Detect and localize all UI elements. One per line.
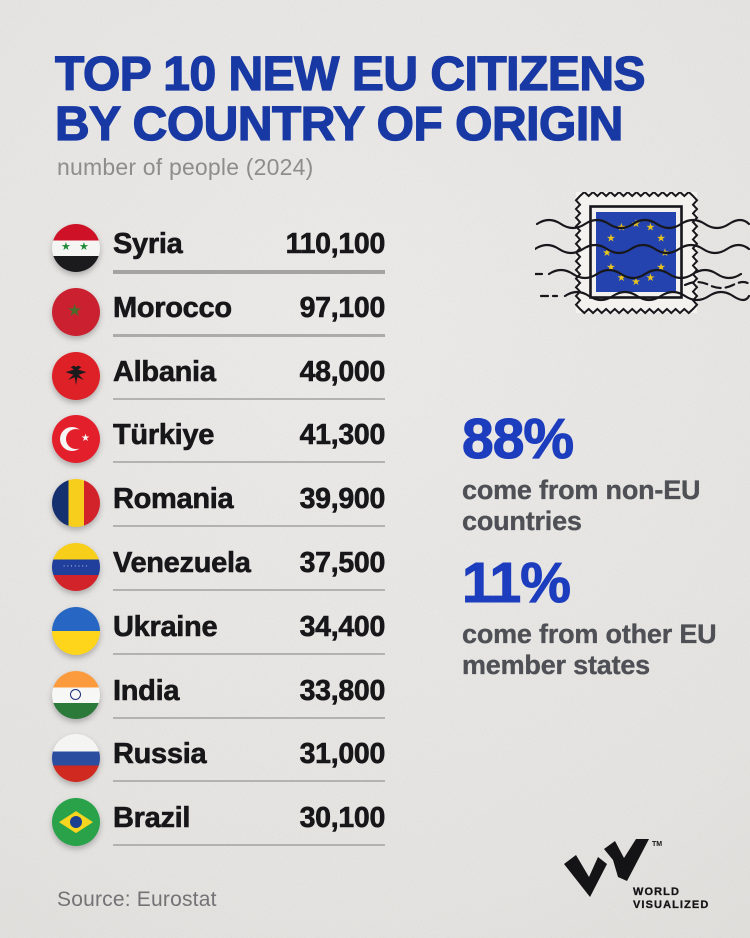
country-name: Morocco bbox=[113, 291, 233, 324]
country-value: 30,100 bbox=[299, 802, 385, 835]
row-divider bbox=[113, 652, 385, 655]
flag-ukraine-icon bbox=[52, 606, 100, 655]
country-value: 33,800 bbox=[299, 674, 385, 707]
logo-word-2: VISUALIZED bbox=[633, 899, 710, 911]
list-item-russia: Russia 31,000 bbox=[52, 732, 386, 796]
source-text: Source: Eurostat bbox=[57, 888, 217, 911]
country-value: 34,400 bbox=[299, 610, 385, 643]
row-divider bbox=[113, 397, 385, 400]
postmark-dashes bbox=[535, 272, 559, 298]
row-divider bbox=[113, 588, 385, 591]
list-item-morocco: ★ Morocco 97,100 bbox=[52, 286, 386, 350]
country-value: 39,900 bbox=[299, 483, 385, 516]
row-divider bbox=[113, 333, 385, 337]
flag-turkiye-icon: ★ bbox=[52, 415, 100, 464]
country-name: Russia bbox=[113, 738, 207, 771]
country-value: 110,100 bbox=[285, 228, 385, 261]
stat-description: come from other EU member states bbox=[462, 619, 717, 680]
country-name: India bbox=[113, 674, 180, 707]
flag-venezuela-icon: ∙∙∙∙∙∙∙ bbox=[52, 542, 100, 591]
flag-syria-icon: ★ ★ bbox=[52, 224, 100, 272]
row-divider bbox=[113, 461, 385, 464]
country-name: Ukraine bbox=[113, 610, 218, 643]
country-value: 97,100 bbox=[299, 291, 385, 324]
row-divider bbox=[113, 716, 385, 719]
list-item-ukraine: Ukraine 34,400 bbox=[52, 605, 386, 669]
title-line-1: TOP 10 NEW EU CITIZENS bbox=[54, 48, 646, 101]
trademark-symbol: TM bbox=[652, 841, 662, 848]
country-name: Syria bbox=[113, 228, 183, 261]
list-item-turkiye: ★ Türkiye 41,300 bbox=[52, 413, 386, 477]
row-divider bbox=[113, 780, 385, 783]
flag-morocco-icon: ★ bbox=[52, 287, 100, 336]
svg-text:★: ★ bbox=[646, 222, 655, 234]
country-value: 41,300 bbox=[299, 419, 385, 452]
stat-description: come from non-EU countries bbox=[462, 475, 701, 536]
svg-text:★: ★ bbox=[606, 232, 615, 244]
subtitle: number of people (2024) bbox=[57, 154, 314, 180]
list-item-albania: Albania 48,000 bbox=[52, 350, 386, 414]
row-divider bbox=[113, 525, 385, 528]
stat-percent: 11% bbox=[461, 551, 571, 615]
list-item-india: India 33,800 bbox=[52, 669, 386, 733]
row-divider bbox=[113, 270, 385, 274]
country-list: ★ ★ Syria 110,100 ★ Morocco 97,100 Albani… bbox=[52, 222, 386, 860]
logo-word-1: WORLD bbox=[633, 886, 681, 898]
infographic-title: TOP 10 NEW EU CITIZENS BY COUNTRY OF ORI… bbox=[54, 48, 646, 151]
flag-romania-icon bbox=[52, 479, 100, 528]
country-name: Türkiye bbox=[113, 419, 215, 452]
flag-india-icon bbox=[52, 670, 100, 719]
country-value: 48,000 bbox=[299, 355, 385, 388]
title-line-2: BY COUNTRY OF ORIGIN bbox=[54, 98, 624, 151]
country-value: 37,500 bbox=[299, 546, 385, 580]
country-name: Venezuela bbox=[113, 546, 251, 580]
stat-callout-non-eu: 88% come from non-EU countries bbox=[461, 407, 744, 537]
logo-wordmark: WORLD VISUALIZED bbox=[633, 886, 709, 912]
row-divider bbox=[113, 844, 385, 847]
list-item-romania: Romania 39,900 bbox=[52, 477, 386, 541]
eu-stamp-icon: ★ ★★★★★★★★★★★ bbox=[535, 192, 750, 315]
flag-russia-icon bbox=[52, 734, 100, 783]
country-value: 31,000 bbox=[299, 738, 385, 771]
list-item-venezuela: ∙∙∙∙∙∙∙ Venezuela 37,500 bbox=[52, 541, 386, 605]
stat-percent: 88% bbox=[461, 407, 574, 471]
flag-brazil-icon bbox=[52, 798, 100, 847]
svg-text:★: ★ bbox=[656, 232, 665, 244]
flag-albania-icon bbox=[52, 351, 100, 400]
country-name: Romania bbox=[113, 483, 234, 516]
stat-callout-eu: 11% come from other EU member states bbox=[461, 551, 744, 681]
list-item-brazil: Brazil 30,100 bbox=[52, 796, 386, 860]
country-name: Albania bbox=[113, 355, 217, 388]
list-item-syria: ★ ★ Syria 110,100 bbox=[52, 222, 386, 286]
country-name: Brazil bbox=[113, 802, 191, 835]
